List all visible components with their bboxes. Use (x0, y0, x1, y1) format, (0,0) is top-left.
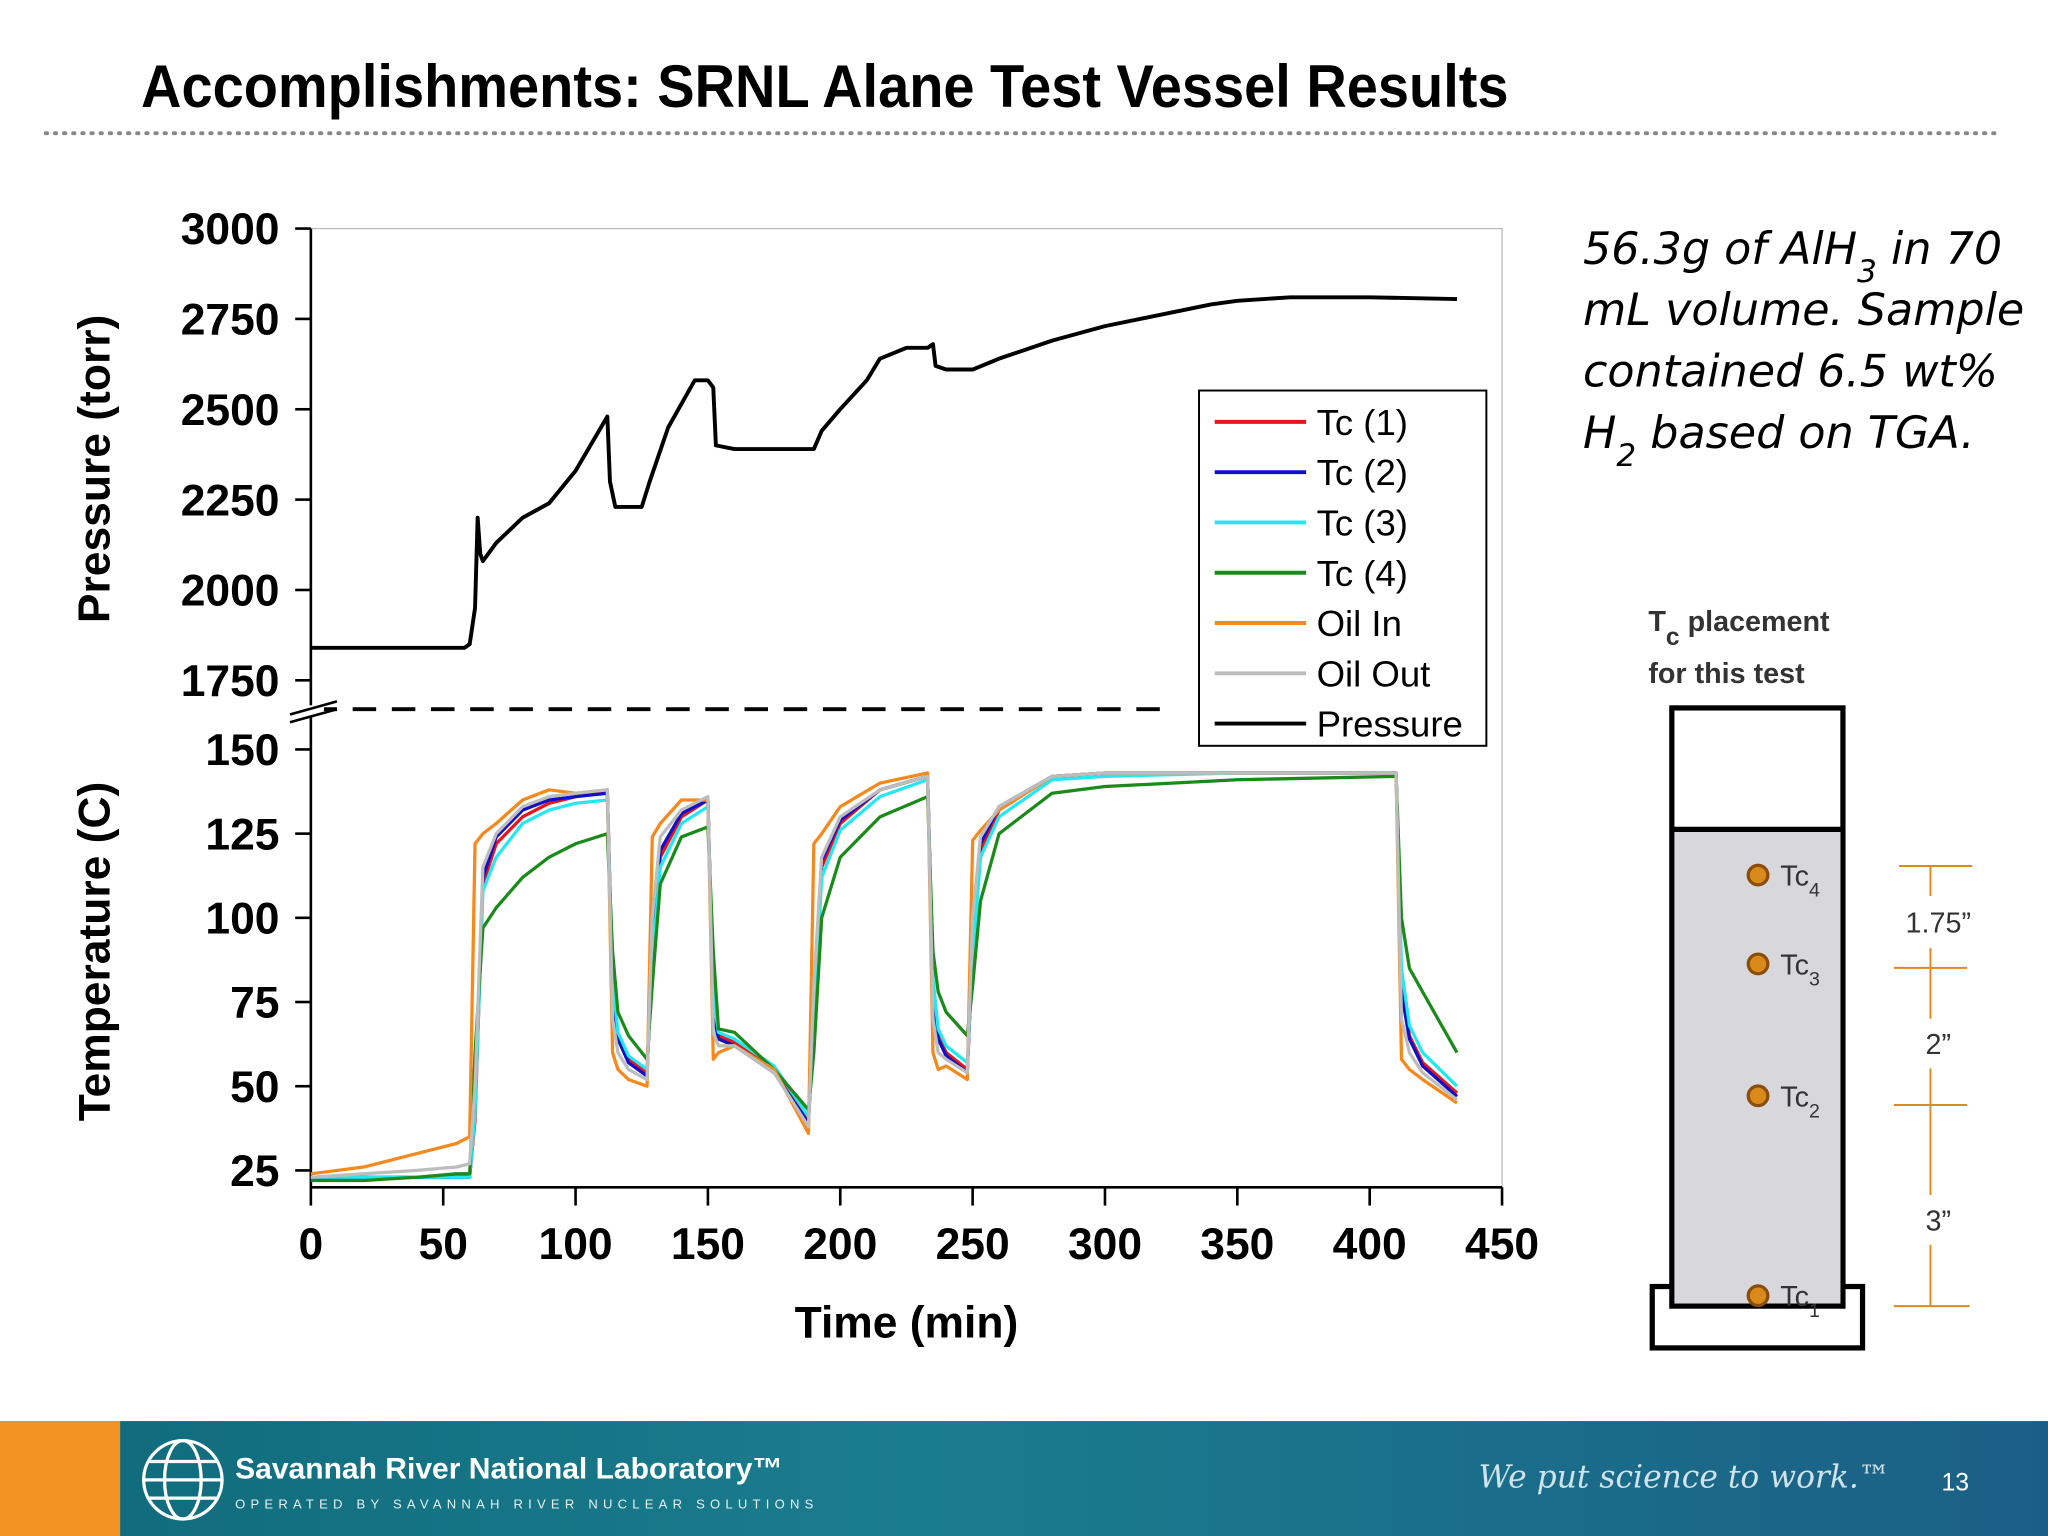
sensor-label: Tc2 (1780, 1081, 1820, 1122)
data-line (310, 295, 1458, 650)
subscript: 2 (1616, 438, 1636, 474)
sensor (1746, 952, 1770, 976)
legend-label: Tc (1) (1317, 402, 1408, 443)
dimension-label: 3” (1926, 1205, 1952, 1237)
y-tick-label: 150 (205, 726, 279, 775)
y-tick-label: 3000 (181, 205, 280, 254)
text-segment: Tc (1780, 861, 1809, 893)
data-line (310, 774, 1459, 1183)
y-tick-label: 75 (230, 979, 279, 1028)
text-segment: placement (1680, 606, 1830, 638)
y-tick-label: 1750 (181, 657, 280, 706)
page-number: 13 (1941, 1469, 1969, 1496)
slide-title: Accomplishments: SRNL Alane Test Vessel … (141, 53, 1509, 120)
y-tick-label: 125 (205, 810, 279, 859)
note-line: H2 based on TGA. (1583, 408, 1975, 474)
break-mark (289, 700, 338, 716)
footer-organization: Savannah River National Laboratory™ (235, 1453, 782, 1486)
label-bg (1909, 1195, 1954, 1245)
text-segment: in 70 (1877, 224, 2002, 275)
subscript: c (1666, 623, 1680, 650)
text-segment: H (1583, 408, 1616, 459)
subscript: 4 (1809, 880, 1820, 902)
sensor-label: Tc1 (1780, 1281, 1820, 1322)
footer-accent (0, 1421, 121, 1536)
diagram-title: Tc placement (1648, 606, 1830, 651)
break-mark (289, 707, 338, 724)
label-bg (1906, 896, 1960, 949)
x-tick-label: 100 (539, 1220, 613, 1269)
data-line (310, 771, 1459, 1179)
text-segment: Tc (1780, 1081, 1809, 1113)
x-axis-label: Time (min) (795, 1298, 1019, 1347)
text-segment: mL volume. Sample (1583, 285, 2024, 336)
x-tick-label: 350 (1200, 1220, 1274, 1269)
legend-label: Tc (2) (1317, 452, 1408, 493)
sensor (1746, 1084, 1770, 1108)
diagram-title: for this test (1648, 658, 1805, 690)
data-line (310, 771, 1458, 1179)
legend-box (1198, 389, 1488, 747)
y-tick-label: 2750 (181, 296, 280, 345)
x-tick-label: 50 (419, 1220, 468, 1269)
text-segment: Tc (1780, 949, 1809, 981)
x-tick-label: 200 (803, 1220, 877, 1269)
y-tick-label: 100 (205, 895, 279, 944)
footer-operator: OPERATED BY SAVANNAH RIVER NUCLEAR SOLUT… (235, 1497, 818, 1512)
break-gap (297, 705, 324, 716)
vessel-fill (1674, 829, 1841, 1304)
y-axis-label: Temperature (C) (71, 782, 120, 1122)
subscript: 1 (1809, 1300, 1820, 1322)
footer-slogan: We put science to work.™ (1479, 1460, 1891, 1496)
x-tick-label: 150 (671, 1220, 745, 1269)
note-line: contained 6.5 wt% (1583, 347, 1998, 398)
legend-label: Oil Out (1317, 653, 1431, 694)
y-tick-label: 2000 (181, 567, 280, 616)
subscript: 2 (1809, 1100, 1820, 1122)
text-segment: based on TGA. (1636, 408, 1974, 459)
legend-label: Tc (4) (1317, 553, 1408, 594)
y-tick-label: 2500 (181, 386, 280, 435)
x-tick-label: 300 (1068, 1220, 1142, 1269)
footer-band (0, 1421, 2048, 1536)
sensor-label: Tc4 (1780, 861, 1820, 902)
y-axis-label: Pressure (torr) (71, 315, 120, 623)
legend-label: Pressure (1317, 704, 1463, 745)
note-line: 56.3g of AlH3 in 70 (1583, 224, 2002, 290)
data-line (310, 771, 1458, 1176)
x-tick-label: 0 (299, 1220, 324, 1269)
text-segment: for this test (1648, 658, 1805, 690)
dimension-label: 2” (1926, 1029, 1952, 1061)
x-tick-label: 250 (936, 1220, 1010, 1269)
note-line: mL volume. Sample (1583, 285, 2024, 336)
legend-label: Oil In (1317, 603, 1402, 644)
text-segment: Tc (1780, 1281, 1809, 1313)
logo (142, 1439, 224, 1521)
text-segment: 56.3g of AlH (1583, 224, 1857, 275)
text-segment: T (1648, 606, 1666, 638)
sensor (1746, 1284, 1770, 1308)
subscript: 3 (1857, 254, 1877, 290)
x-tick-label: 450 (1465, 1220, 1539, 1269)
subscript: 3 (1809, 968, 1820, 990)
label-bg (1909, 1018, 1954, 1069)
sensor-label: Tc3 (1780, 949, 1820, 990)
text-segment: contained 6.5 wt% (1583, 347, 1998, 398)
dimension-label: 1.75” (1906, 908, 1971, 940)
x-tick-label: 400 (1333, 1220, 1407, 1269)
y-tick-label: 2250 (181, 476, 280, 525)
legend-label: Tc (3) (1317, 503, 1408, 544)
y-tick-label: 25 (230, 1147, 279, 1196)
sensor (1746, 863, 1770, 887)
y-tick-label: 50 (230, 1063, 279, 1112)
